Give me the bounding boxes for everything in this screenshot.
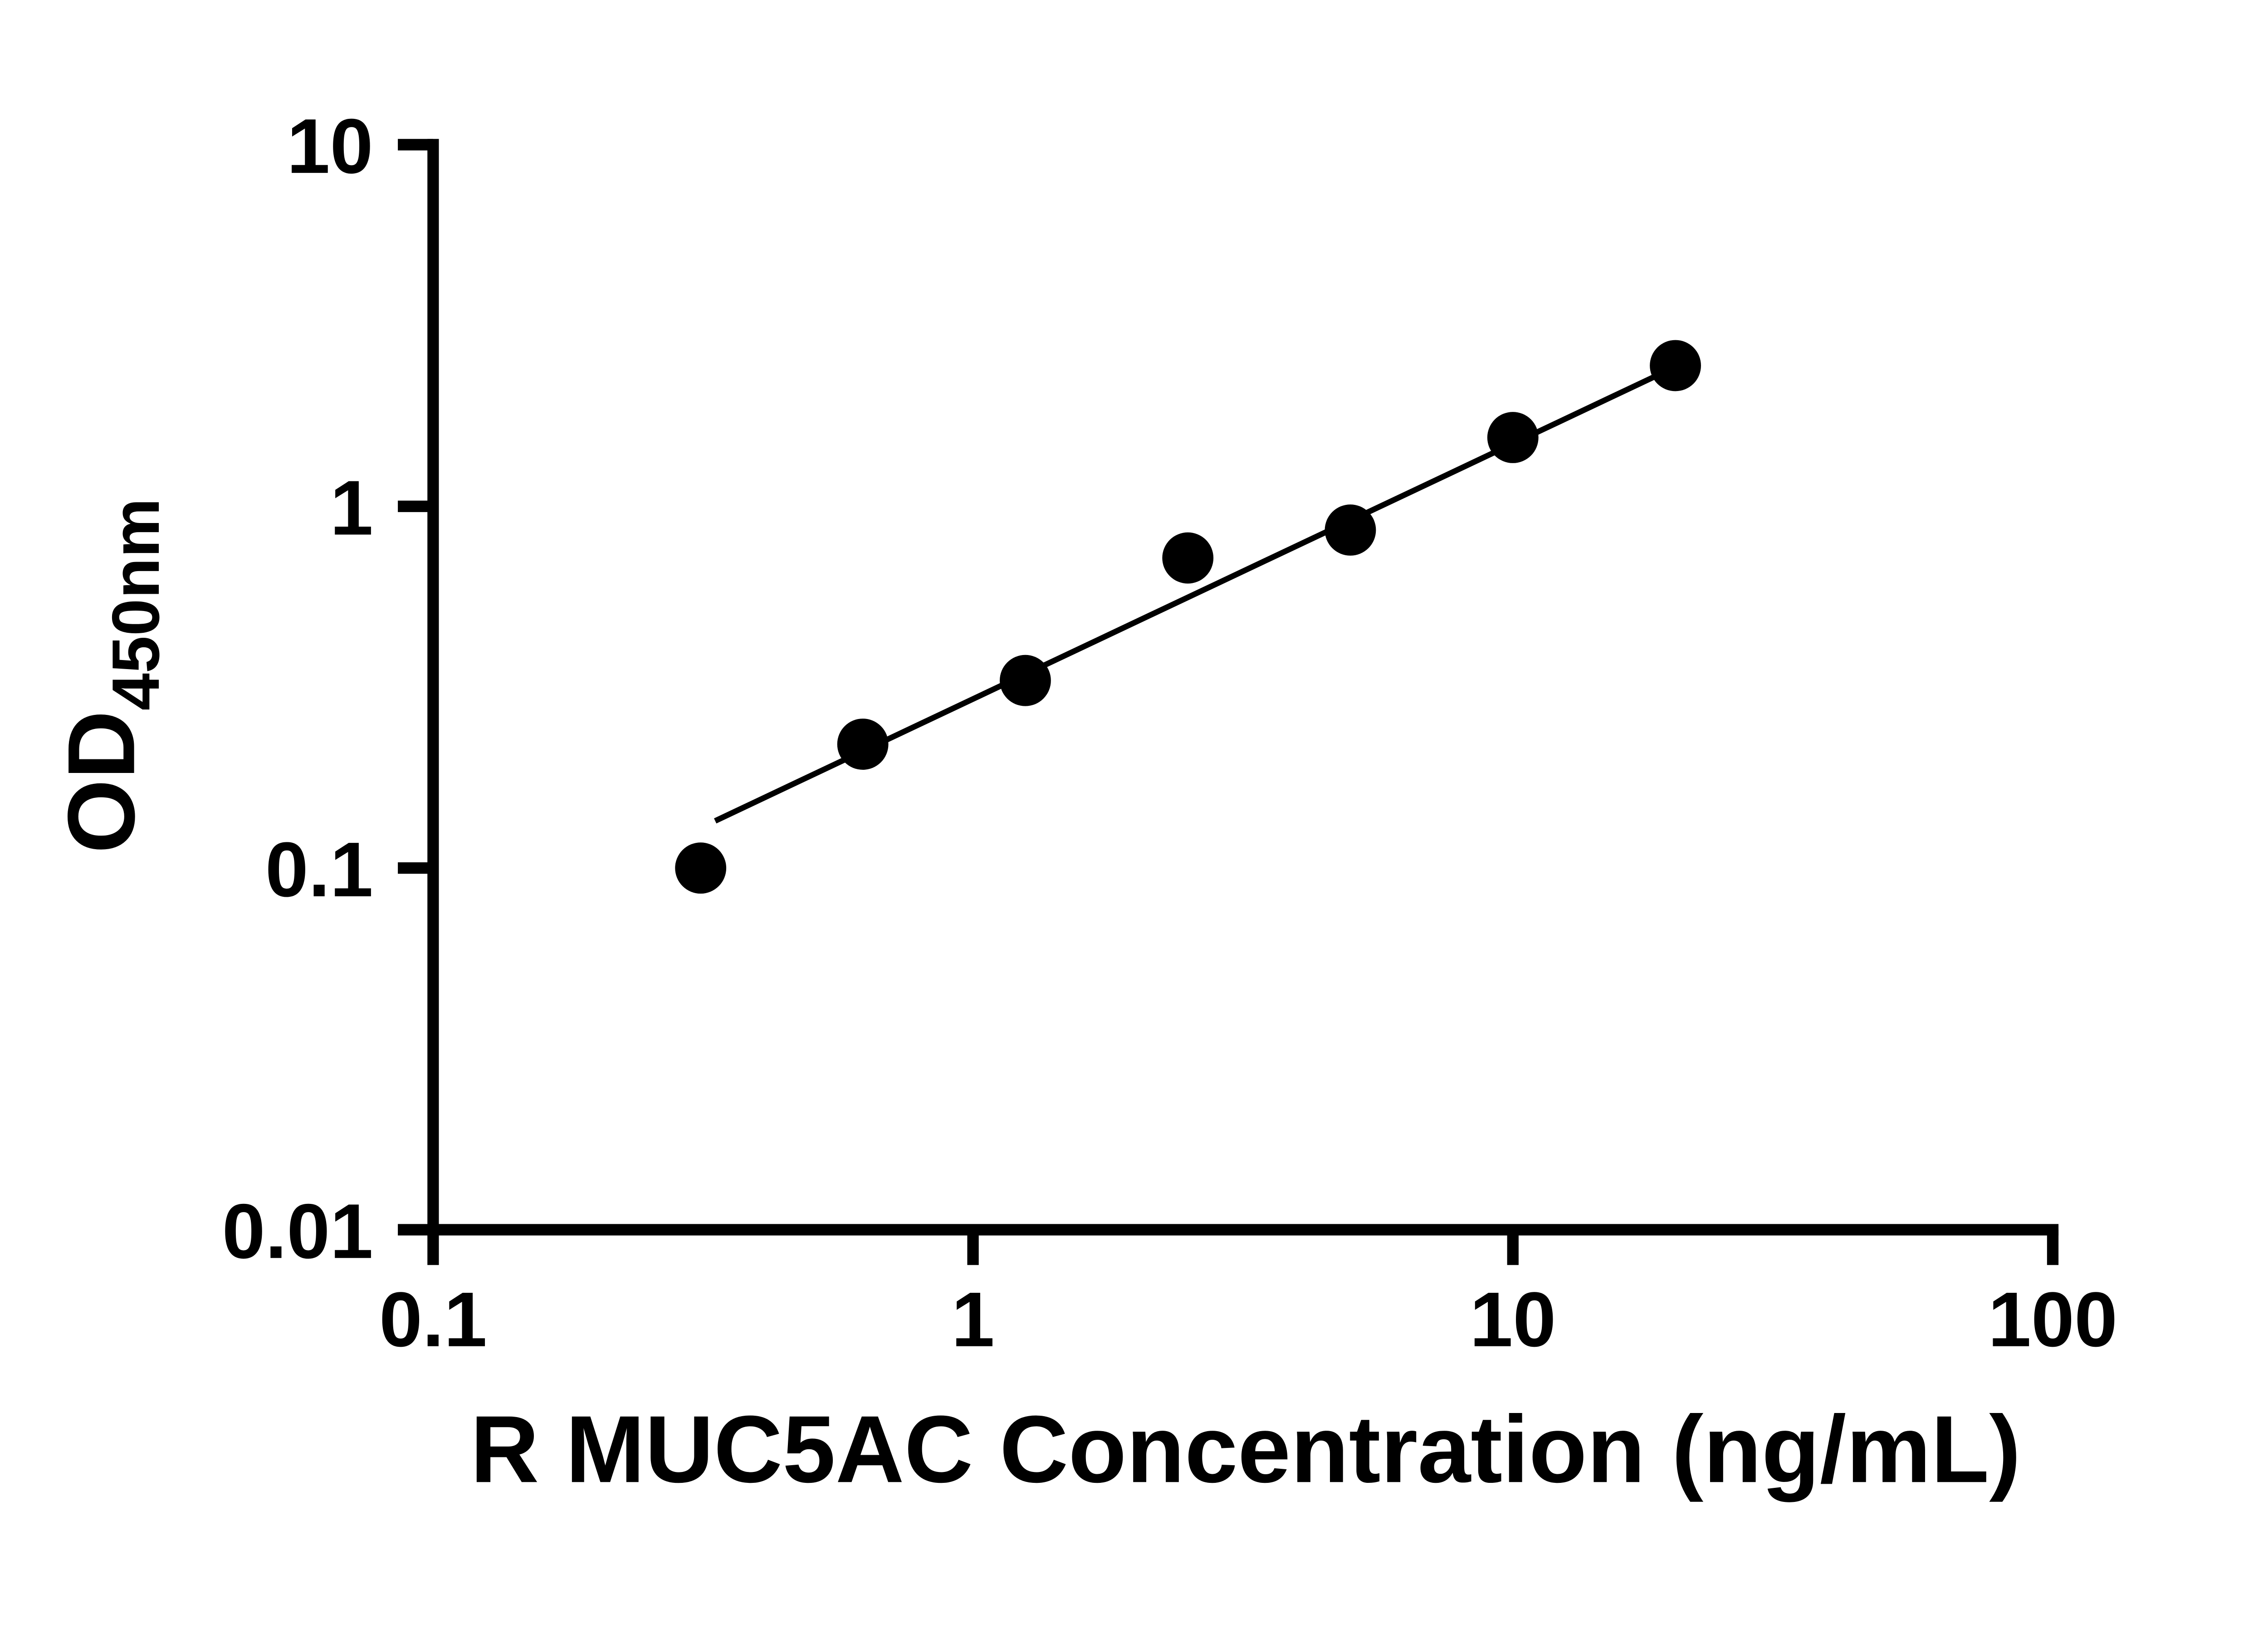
- x-tick-label: 10: [1470, 1276, 1556, 1363]
- x-tick-label: 1: [951, 1276, 994, 1363]
- data-point: [837, 719, 889, 770]
- elisa-standard-curve-figure: 0.1 1 10 100 0.01 0.1 1 10 R MUC5AC Concentrati…: [48, 103, 2118, 1503]
- y-tick-label: 0.1: [265, 826, 373, 913]
- x-axis-title: R MUC5AC Concentration (ng/mL): [470, 1396, 2021, 1502]
- x-tick-label: 0.1: [379, 1276, 487, 1363]
- y-axis-title-main: OD: [48, 710, 155, 853]
- y-axis-title: OD450nm: [48, 498, 173, 853]
- y-tick-label: 0.01: [222, 1188, 373, 1275]
- y-axis-title-subscript: 450nm: [98, 498, 173, 710]
- data-point: [1650, 340, 1701, 391]
- y-tick-label: 10: [287, 103, 373, 190]
- y-tick-label: 1: [330, 465, 373, 552]
- data-point: [1487, 412, 1539, 463]
- data-point: [1325, 504, 1376, 556]
- x-tick-label: 100: [1988, 1276, 2118, 1363]
- data-point: [1000, 655, 1051, 706]
- data-point: [675, 842, 727, 894]
- data-point: [1162, 532, 1214, 584]
